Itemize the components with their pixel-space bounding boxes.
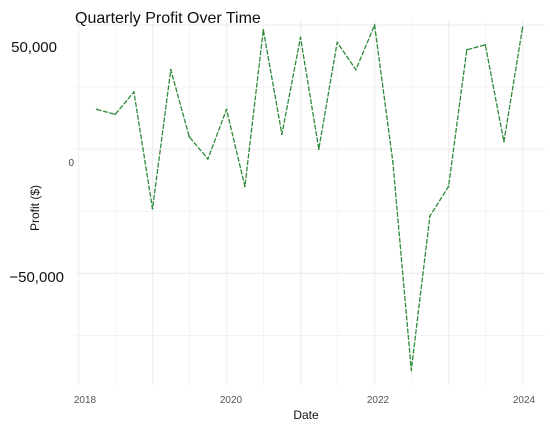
x-tick-label-2022: 2022 — [367, 395, 390, 406]
data-point — [429, 215, 431, 218]
y-tick-label-minus-50000: −50,000 — [9, 269, 64, 286]
data-point — [299, 36, 302, 39]
x-tick-label-2020: 2020 — [220, 395, 243, 406]
data-point — [281, 133, 283, 136]
data-point — [95, 108, 98, 111]
series-line-0 — [96, 24, 524, 371]
x-tick-label-2024: 2024 — [513, 395, 536, 406]
data-point — [317, 148, 320, 151]
data-point — [373, 24, 376, 26]
data-point — [188, 135, 191, 138]
data-point — [206, 158, 209, 160]
data-point — [355, 68, 357, 71]
data-point — [262, 29, 265, 31]
data-point — [391, 160, 394, 163]
data-point — [336, 41, 339, 44]
y-tick-label-0: 0 — [68, 158, 74, 169]
data-point — [225, 108, 228, 111]
grid-lines — [75, 20, 545, 385]
data-point — [447, 185, 450, 188]
chart-title: Quarterly Profit Over Time — [75, 10, 261, 27]
x-tick-label-2018: 2018 — [74, 395, 97, 406]
data-point — [244, 185, 246, 188]
y-axis-label: Profit ($) — [28, 185, 42, 231]
data-point — [521, 26, 524, 29]
x-axis-label: Date — [293, 408, 319, 422]
data-point — [132, 91, 135, 93]
data-point — [410, 369, 413, 372]
data-point — [484, 43, 487, 46]
series-group — [95, 24, 524, 372]
data-point — [169, 68, 172, 71]
data-point — [503, 140, 505, 143]
data-point — [465, 48, 468, 51]
data-point — [114, 113, 117, 116]
y-tick-label-50000: 50,000 — [11, 39, 57, 56]
data-point — [151, 207, 154, 210]
